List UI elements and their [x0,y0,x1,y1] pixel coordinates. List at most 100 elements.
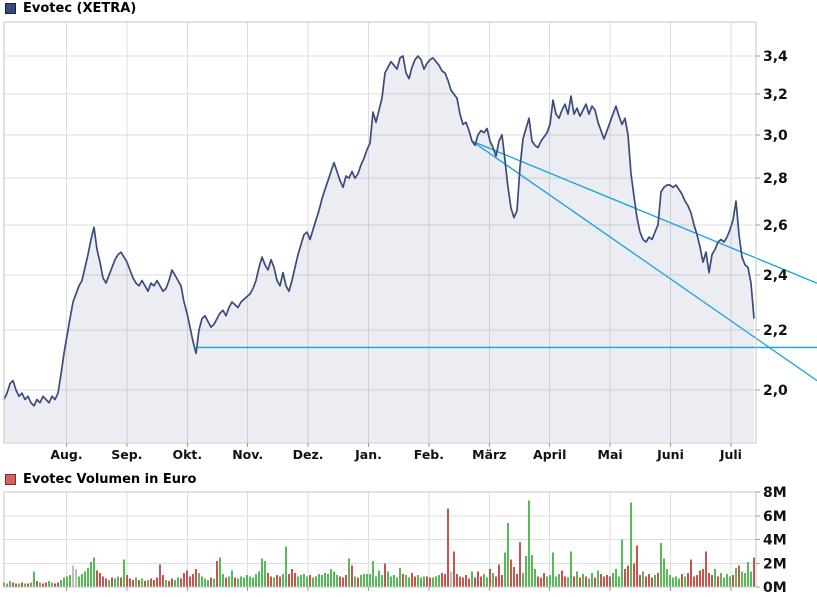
volume-bar [288,573,290,587]
volume-bar [39,582,41,588]
volume-bar [591,572,593,588]
volume-bar [171,578,173,587]
volume-bar [366,573,368,587]
price-legend: Evotec (XETRA) [5,2,136,15]
volume-bar [273,577,275,587]
volume-bar [318,573,320,587]
volume-bar [507,522,509,587]
volume-bar [741,571,743,587]
volume-bar [111,577,113,587]
month-label: Nov. [232,447,263,462]
month-label: Juli [719,447,742,462]
volume-bar [198,572,200,588]
volume-bar [303,573,305,587]
volume-bar [615,569,617,587]
volume-bar [405,575,407,587]
volume-bar [282,573,284,587]
volume-bar [177,577,179,587]
volume-bar [93,557,95,587]
volume-bar [684,576,686,587]
volume-bar [738,565,740,587]
volume-bar [669,575,671,587]
volume-bar [663,558,665,587]
volume-bar [459,576,461,587]
volume-bar [696,575,698,587]
volume-bar [705,551,707,587]
volume-bar [264,560,266,587]
volume-bar [630,502,632,587]
volume-bar [363,573,365,587]
volume-bar [249,576,251,587]
y-tick-label: 3,4 [763,49,788,65]
volume-bar [45,582,47,588]
volume-bar [717,576,719,587]
volume-bar [447,508,449,587]
volume-bar [309,575,311,587]
volume-bar [666,569,668,587]
volume-bar [687,572,689,588]
main-grid [4,22,756,443]
volume-bar [69,575,71,587]
volume-bar [699,570,701,587]
volume-bar [678,578,680,587]
volume-bar [87,568,89,587]
volume-bar [114,578,116,587]
volume-bar [306,576,308,587]
volume-bar [150,578,152,587]
volume-bar [27,583,29,587]
volume-bar [126,575,128,587]
y-tick-label: 2,4 [763,268,788,284]
volume-bar [120,577,122,587]
volume-bar [189,576,191,587]
volume-bar [702,569,704,587]
volume-bar [723,577,725,587]
volume-bar [633,563,635,588]
volume-bar [342,577,344,587]
volume-bar [498,564,500,587]
volume-bar [537,576,539,587]
trendline-lower-downtrend [471,140,817,382]
volume-bar [546,576,548,587]
volume-bar [732,575,734,587]
month-label: April [533,447,566,462]
volume-bar [453,551,455,587]
volume-bar [423,576,425,587]
volume-bar [381,575,383,587]
volume-bar [48,581,50,587]
volume-bar [636,545,638,587]
volume-bar [327,573,329,587]
volume-bar [153,579,155,587]
volume-bar [525,556,527,587]
volume-legend-label: Evotec Volumen in Euro [23,472,197,487]
volume-bar [735,568,737,587]
month-label: Mai [598,447,623,462]
volume-bar [570,551,572,587]
volume-bar [672,577,674,587]
volume-bar [66,576,68,587]
price-line [3,55,755,407]
volume-bar [528,500,530,587]
month-label: Feb. [414,447,444,462]
volume-bar [375,576,377,587]
volume-bar [573,576,575,587]
volume-bar [384,563,386,588]
volume-bar [204,578,206,587]
volume-bar [180,578,182,587]
volume-bar [726,573,728,587]
volume-bar [393,575,395,587]
volume-bars [3,500,755,588]
volume-bar [645,576,647,587]
volume-bar [345,575,347,587]
volume-bar [192,573,194,587]
volume-bar [549,575,551,587]
volume-bar [411,572,413,588]
volume-bar [219,557,221,587]
volume-bar [96,570,98,587]
volume-bar [141,578,143,587]
volume-bar [396,577,398,587]
volume-bar [609,576,611,587]
volume-bar [231,570,233,587]
volume-bar [84,571,86,587]
volume-bar [576,571,578,587]
